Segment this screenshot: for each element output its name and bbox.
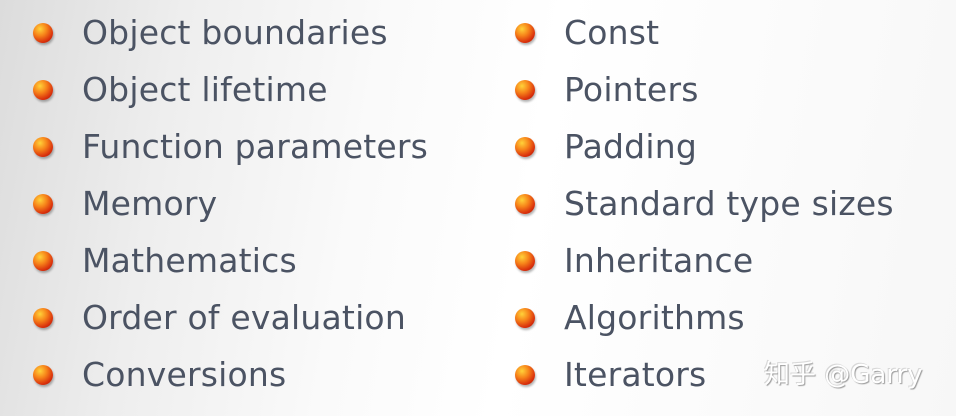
list-item: Iterators xyxy=(515,346,706,403)
list-item: Order of evaluation xyxy=(33,289,406,346)
watermark: 知乎 @Garry xyxy=(764,360,923,390)
bullet-icon xyxy=(33,22,53,43)
list-item: Pointers xyxy=(515,61,699,118)
list-item-label: Const xyxy=(564,13,660,52)
bullet-icon xyxy=(515,364,535,385)
list-item-label: Standard type sizes xyxy=(564,184,894,223)
list-item: Memory xyxy=(33,175,217,232)
list-item: Algorithms xyxy=(515,289,745,346)
list-item-label: Object boundaries xyxy=(82,13,388,52)
bullet-icon xyxy=(33,136,53,157)
list-item-label: Padding xyxy=(564,127,697,166)
list-item-label: Conversions xyxy=(82,355,287,394)
list-item-label: Algorithms xyxy=(564,298,745,337)
list-item-label: Order of evaluation xyxy=(82,298,406,337)
list-item-label: Mathematics xyxy=(82,241,297,280)
bullet-icon xyxy=(515,22,535,43)
bullet-icon xyxy=(33,364,53,385)
list-item-label: Inheritance xyxy=(564,241,754,280)
bullet-icon xyxy=(33,307,53,328)
bullet-icon xyxy=(515,79,535,100)
list-item-label: Object lifetime xyxy=(82,70,328,109)
bullet-icon xyxy=(515,193,535,214)
list-item-label: Memory xyxy=(82,184,218,223)
bullet-icon xyxy=(33,79,53,100)
list-item-label: Iterators xyxy=(564,355,707,394)
list-item: Padding xyxy=(515,118,697,175)
list-item: Standard type sizes xyxy=(515,175,894,232)
list-item: Function parameters xyxy=(33,118,428,175)
list-item: Mathematics xyxy=(33,232,297,289)
bullet-icon xyxy=(33,250,53,271)
bullet-icon xyxy=(515,307,535,328)
bullet-icon xyxy=(515,136,535,157)
list-item-label: Pointers xyxy=(564,70,699,109)
list-item: Conversions xyxy=(33,346,286,403)
list-item: Const xyxy=(515,4,659,61)
list-item-label: Function parameters xyxy=(82,127,429,166)
list-item: Object lifetime xyxy=(33,61,328,118)
list-item: Inheritance xyxy=(515,232,753,289)
bullet-icon xyxy=(515,250,535,271)
list-item: Object boundaries xyxy=(33,4,388,61)
bullet-icon xyxy=(33,193,53,214)
